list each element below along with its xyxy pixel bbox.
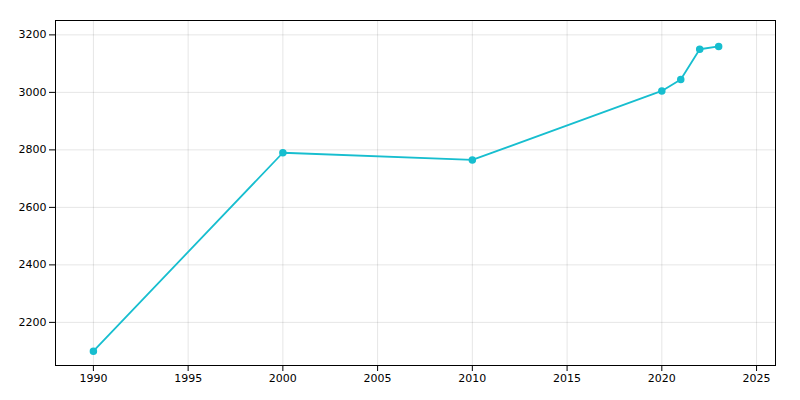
svg-text:2800: 2800 [19,143,47,156]
svg-text:2005: 2005 [364,372,392,385]
svg-text:1995: 1995 [174,372,202,385]
svg-text:2020: 2020 [648,372,676,385]
svg-text:2025: 2025 [743,372,771,385]
svg-text:2200: 2200 [19,316,47,329]
svg-text:2010: 2010 [458,372,486,385]
svg-text:2400: 2400 [19,258,47,271]
svg-text:1990: 1990 [79,372,107,385]
svg-text:2015: 2015 [553,372,581,385]
svg-text:2600: 2600 [19,201,47,214]
svg-text:2000: 2000 [269,372,297,385]
svg-text:3000: 3000 [19,86,47,99]
svg-text:3200: 3200 [19,28,47,41]
